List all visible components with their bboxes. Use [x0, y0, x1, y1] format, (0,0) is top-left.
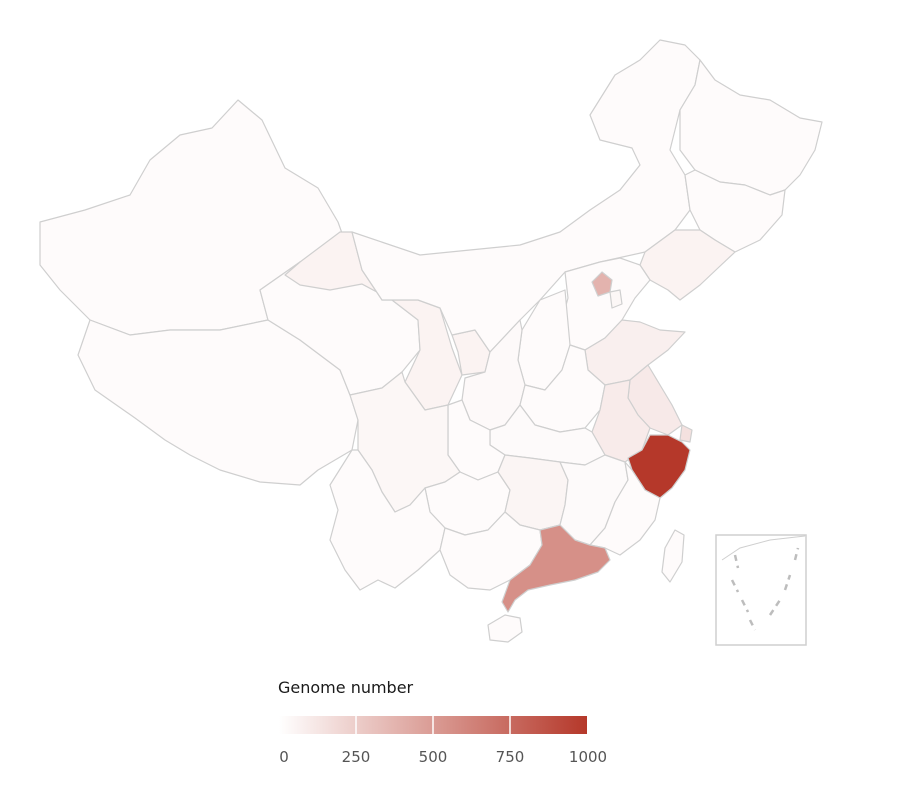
legend-tick-label: 1000	[568, 748, 608, 766]
province-hainan[interactable]	[487, 614, 523, 643]
legend-tick-label: 500	[418, 748, 448, 766]
province-beijing[interactable]	[591, 271, 613, 297]
inset-dashed-boundary	[730, 547, 800, 631]
inset-coastline	[721, 535, 806, 561]
legend-title: Genome number	[278, 678, 414, 697]
province-taiwan[interactable]	[661, 529, 685, 583]
inset-frame	[715, 534, 807, 646]
legend-bar	[279, 716, 587, 734]
south-china-sea-inset	[715, 534, 807, 646]
province-zhejiang[interactable]	[627, 434, 691, 499]
province-shanghai[interactable]	[679, 424, 693, 443]
province-guangdong[interactable]	[501, 524, 611, 613]
province-tibet[interactable]	[77, 319, 359, 486]
province-tianjin[interactable]	[609, 289, 623, 309]
legend-tick-label: 0	[279, 748, 289, 766]
legend-tick-label: 250	[341, 748, 371, 766]
legend-tick-label: 750	[495, 748, 525, 766]
province-fujian[interactable]	[589, 461, 661, 556]
province-regions	[39, 39, 823, 643]
